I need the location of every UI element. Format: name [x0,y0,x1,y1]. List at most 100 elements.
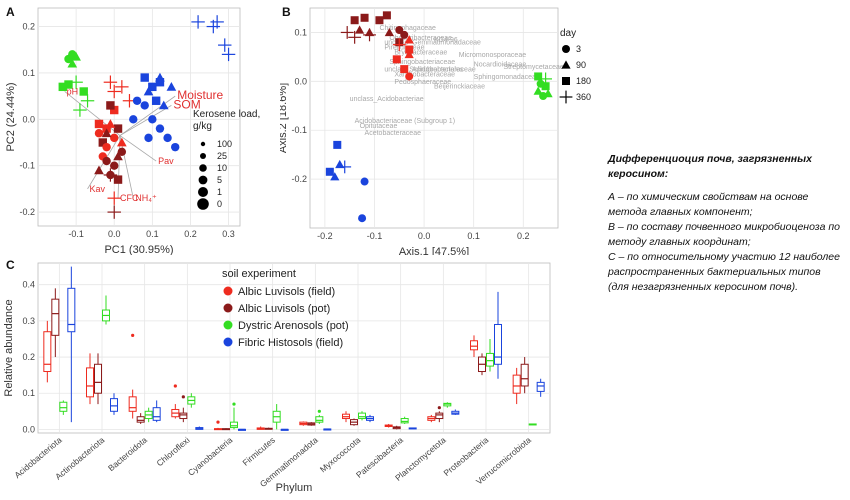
panel-a-xtick-label: 0.1 [146,229,159,239]
panel-b-point [404,49,414,59]
panel-a-legend-label: 100 [217,139,232,149]
panel-a-point [115,80,129,94]
panel-b-taxon-label: Sphingomonadaceae [474,74,540,81]
panel-b-point [333,140,342,149]
panel-b-legend-marker [559,90,573,104]
panel-c-legend-marker [223,303,233,313]
panel-b-ytick-label: 0.1 [294,27,307,37]
panel-a-point [71,51,81,61]
panel-a-point [143,86,154,96]
panel-b-taxon-label: Beijerinckiaceae [434,84,485,91]
panel-b-legend-label: 90 [576,60,586,70]
panel-b-legend-label: 360 [576,92,591,102]
panel-a-point [67,58,78,68]
panel-c-legend-marker [223,286,233,296]
panel-a-loading-arrow [119,95,176,136]
panel-a-loading-arrow [119,135,157,162]
panel-b-label: B [282,5,291,19]
panel-b-point [405,72,414,81]
panel-a-point [105,119,116,128]
panel-b-point [325,167,334,176]
panel-b-point [533,86,543,95]
panel-b-point [539,72,552,86]
panel-b-ytick-label: 0.0 [294,76,307,86]
panel-a-point [155,78,165,87]
panel-c-xtick-label: Myxococcota [318,435,363,475]
panel-a-point [158,100,169,110]
panel-a-legend-label: 1 [217,187,222,197]
panel-c-box [400,418,409,424]
panel-a-point [94,165,104,175]
panel-b-point [360,177,369,186]
panel-b-point [360,13,369,22]
panel-a-point [80,94,95,108]
panel-a-point [102,156,111,166]
panel-c-ytick-label: 0.1 [22,388,35,398]
panel-a-point [140,101,149,110]
panel-b-point [404,35,414,44]
panel-c-outlier [181,395,185,399]
panel-a-loading-label: CFC [120,193,139,203]
panel-c-ytick-label: 0.4 [22,280,35,290]
panel-b-point [338,160,352,174]
panel-a-point [221,47,236,62]
panel-a-point [107,191,121,205]
panel-a-loading-arrow [119,105,172,136]
panel-a-point [101,128,112,138]
panel-a-point [102,142,111,152]
panel-c-box [67,287,76,333]
panel-b-taxon-label: Chitinophagaceae [379,25,436,32]
panel-b-pcoa-chart: -0.2 -0.1 0.0 0.1 0.2 -0.2 -0.1 0.0 0.1 Axis.1 [4… [280,5,591,255]
panel-a-legend-label: 0 [217,199,222,209]
panel-c-box [494,323,502,365]
panel-a-point [144,133,153,143]
caption-line-b: В – по составу почвенного микробиоценоза… [608,221,840,248]
panel-c-outlier [173,384,177,388]
panel-c-ytick-label: 0.3 [22,316,35,326]
panel-a-legend-marker [199,164,207,172]
panel-b-taxon-label: Obscuribacteraceae [389,35,452,42]
panel-a-legend-label: 25 [217,151,227,161]
panel-a-ytick-label: -0.2 [19,207,35,217]
panel-a-point [117,137,127,147]
panel-c-outlier [317,409,321,413]
panel-b-ylabel: Axis.2 [18.6%] [280,83,289,153]
panel-c-outlier [216,420,220,424]
panel-a-loading-label: Pav [158,156,174,166]
panel-a-legend-marker [200,153,206,159]
panel-c-box [230,421,238,429]
panel-b-point [358,214,367,223]
panel-c-boxplot-chart: 0.00.10.20.30.4AcidobacteriotaActinobact… [3,258,551,494]
panel-a-point [155,124,165,133]
panel-a-legend-marker [197,198,209,210]
panel-a-point [98,138,107,147]
caption-title: Дифференциоция почв, загрязненных кероси… [608,153,812,180]
panel-c-xtick-label: Bacteroidota [106,435,149,474]
panel-a-point [129,115,138,124]
panel-c-box [110,398,118,412]
panel-c-box [435,412,444,420]
panel-c-ylabel: Relative abundance [3,299,15,396]
panel-a-point [140,73,149,82]
panel-c-box [136,416,145,423]
panel-a-point [107,84,121,99]
panel-b-taxon-label: Opitutaceae [360,123,398,130]
panel-a-legend-marker [198,187,208,197]
panel-a-point [79,87,88,96]
panel-a-point [148,115,157,124]
panel-c-box [512,374,521,394]
panel-c-ytick-label: 0.2 [22,352,35,362]
panel-a-point [106,101,115,110]
panel-c-box [43,331,52,373]
panel-c-box [94,363,102,394]
panel-a-point [107,205,121,219]
panel-a-label: A [6,5,15,19]
panel-a-legend-label: 10 [217,163,227,173]
panel-b-point [384,27,394,37]
panel-c-outlier [131,333,135,337]
panel-c-legend-title: soil experiment [222,268,296,280]
panel-b-taxon-label: unclass_Gemmatimonadaceae [384,40,481,47]
panel-b-point [539,92,548,100]
panel-b-legend-title: day [560,28,576,39]
panel-b-point [395,26,404,34]
